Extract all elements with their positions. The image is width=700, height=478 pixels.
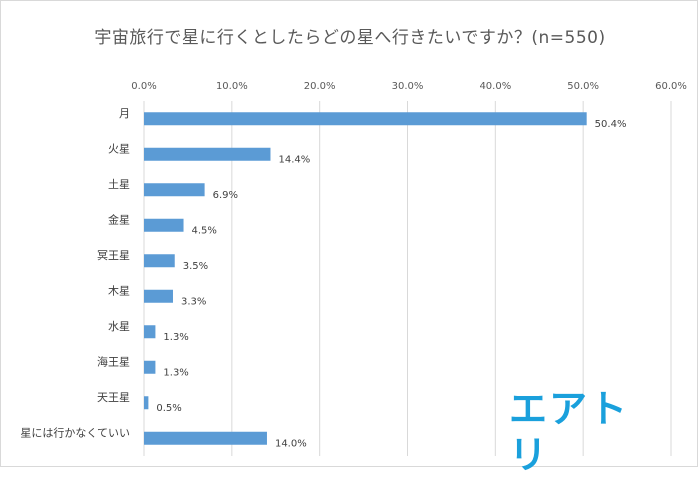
category-label: 星には行かなくていい — [20, 426, 130, 439]
airtrip-logo: エアトリ — [509, 387, 630, 477]
x-tick-label: 0.0% — [131, 81, 156, 92]
x-tick-layer: 0.0% 10.0% 20.0% 30.0% 40.0% 50.0% 60.0% — [131, 81, 687, 92]
data-label: 50.4% — [595, 119, 627, 130]
data-label: 3.5% — [183, 261, 208, 272]
chart-title: 宇宙旅行で星に行くとしたらどの星へ行きたいですか？(n=550) — [94, 28, 606, 48]
category-label: 天王星 — [97, 391, 130, 404]
category-label: 海王星 — [97, 354, 130, 368]
x-tick-label: 50.0% — [567, 81, 599, 92]
bar — [144, 112, 587, 126]
data-label: 6.9% — [213, 190, 238, 201]
category-label: 水星 — [108, 320, 130, 333]
bar — [144, 325, 156, 339]
bar-chart: 0.0% 10.0% 20.0% 30.0% 40.0% 50.0% 60.0% 月火星土星… — [20, 81, 687, 456]
x-tick-label: 10.0% — [216, 81, 248, 92]
x-tick-label: 20.0% — [304, 81, 336, 92]
category-label: 火星 — [108, 142, 130, 155]
bar — [144, 147, 271, 161]
data-label: 1.3% — [163, 367, 188, 378]
bar — [144, 289, 173, 303]
value-label-layer: 50.4% 14.4% 6.9% 4.5% 3.5% 3.3% 1.3% 1.3% 0.5% 14… — [156, 119, 626, 450]
data-label: 1.3% — [163, 332, 188, 343]
data-label: 3.3% — [181, 296, 206, 307]
bar — [144, 218, 184, 232]
category-label: 金星 — [108, 212, 130, 226]
category-label: 木星 — [108, 284, 130, 297]
data-label: 0.5% — [156, 403, 181, 414]
bar-layer — [144, 112, 587, 445]
x-tick-label: 30.0% — [392, 81, 424, 92]
bar — [144, 254, 175, 268]
bar — [144, 396, 149, 410]
category-label: 冥王星 — [97, 249, 130, 262]
category-label: 土星 — [108, 178, 130, 191]
x-tick-label: 40.0% — [479, 81, 511, 92]
data-label: 14.0% — [275, 438, 307, 449]
bar — [144, 183, 205, 197]
data-label: 14.4% — [278, 154, 310, 165]
bar — [144, 431, 267, 445]
category-label: 月 — [119, 107, 130, 120]
data-label: 4.5% — [192, 225, 217, 236]
bar — [144, 360, 156, 374]
x-tick-label: 60.0% — [655, 81, 687, 92]
